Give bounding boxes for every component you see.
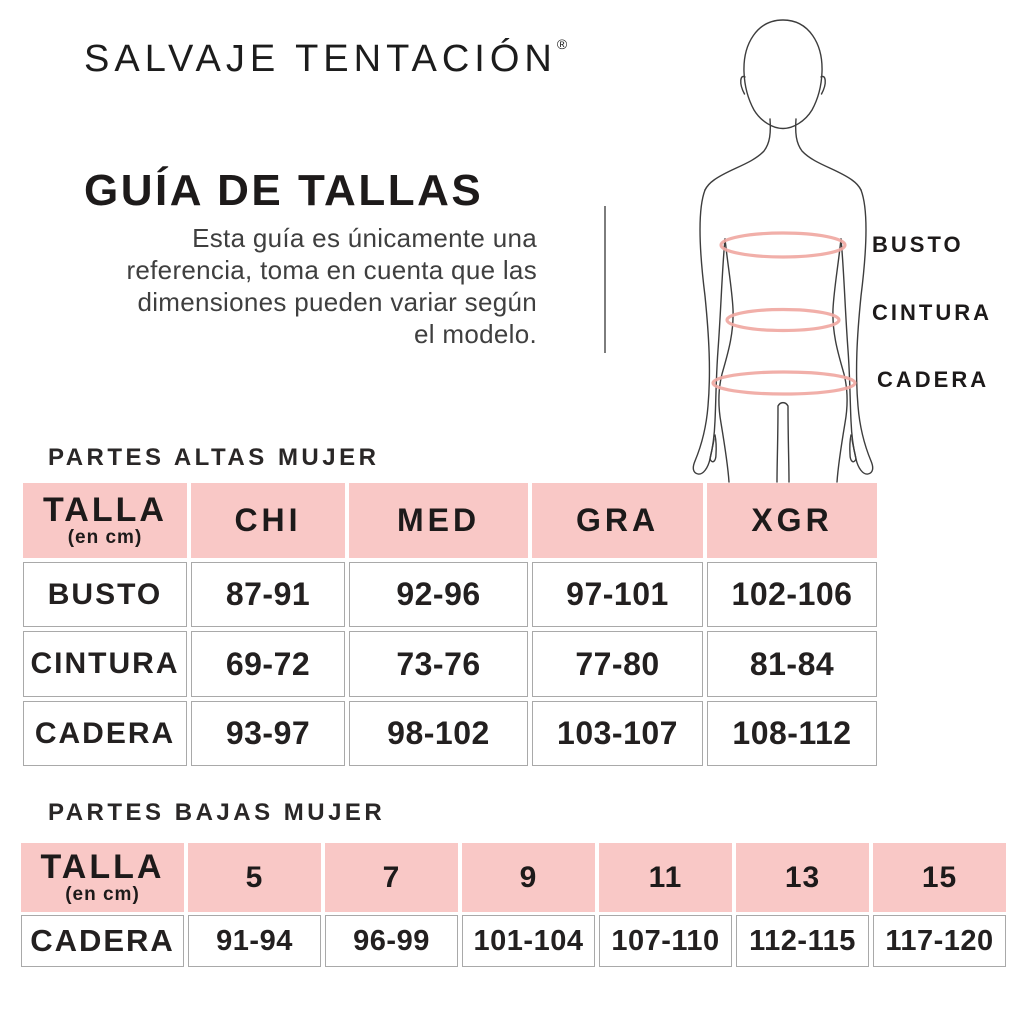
page-title: GUÍA DE TALLAS — [84, 166, 484, 215]
neck-shoulder-left — [704, 118, 772, 191]
tops-size-table: TALLA (en cm) CHI MED GRA XGR BUSTO 87-9… — [23, 483, 877, 766]
brand-logo: SALVAJE TENTACIÓN® — [84, 36, 567, 81]
table-cell: 112-115 — [736, 915, 869, 967]
female-body-outline-illustration — [692, 19, 874, 483]
table-cell: 77-80 — [532, 631, 703, 697]
bottoms-header-size-9: 9 — [462, 843, 595, 912]
figure-label-busto: BUSTO — [872, 232, 964, 257]
table-cell: 103-107 — [532, 701, 703, 766]
table-cell: 87-91 — [191, 562, 345, 627]
arm-right-inner — [840, 238, 857, 460]
figure-label-cintura: CINTURA — [872, 300, 992, 325]
table-cell: 117-120 — [873, 915, 1006, 967]
torso-left-outline — [718, 238, 734, 483]
table-cell: 92-96 — [349, 562, 528, 627]
hand-right-thumb — [849, 434, 857, 463]
table-cell: 97-101 — [532, 562, 703, 627]
table-cell: 108-112 — [707, 701, 877, 766]
registered-trademark-icon: ® — [556, 36, 568, 52]
tops-header-size-gra: GRA — [532, 483, 703, 558]
talla-unit-label: (en cm) — [65, 883, 140, 905]
head-outline — [743, 19, 823, 130]
talla-label: TALLA — [43, 490, 167, 529]
legs-inner-outline — [776, 401, 790, 483]
bottoms-header-size-15: 15 — [873, 843, 1006, 912]
table-cell: 102-106 — [707, 562, 877, 627]
table-cell: 73-76 — [349, 631, 528, 697]
table-cell: 96-99 — [325, 915, 458, 967]
arm-left-outline — [692, 189, 715, 475]
talla-unit-label: (en cm) — [67, 526, 143, 548]
bottoms-header-size-11: 11 — [599, 843, 732, 912]
tops-header-size-chi: CHI — [191, 483, 345, 558]
intro-description: Esta guía es únicamente una referencia, … — [60, 222, 537, 350]
table-cell: 81-84 — [707, 631, 877, 697]
table-cell: 98-102 — [349, 701, 528, 766]
bust-measure-line — [719, 231, 847, 259]
hand-left-thumb — [709, 434, 717, 463]
tops-header-size-med: MED — [349, 483, 528, 558]
arm-right-outline — [851, 189, 874, 475]
intro-description-line: el modelo. — [414, 319, 537, 349]
bottoms-header-size-13: 13 — [736, 843, 869, 912]
ear-outline — [820, 75, 826, 95]
table-cell: 69-72 — [191, 631, 345, 697]
tops-table-title: PARTES ALTAS MUJER — [48, 444, 380, 471]
bottoms-header-size-7: 7 — [325, 843, 458, 912]
arm-left-inner — [709, 238, 726, 460]
table-cell: 91-94 — [188, 915, 321, 967]
bottoms-table-title: PARTES BAJAS MUJER — [48, 799, 386, 826]
ear-outline — [740, 75, 746, 95]
figure-label-cadera: CADERA — [877, 367, 990, 392]
bottoms-size-table: TALLA (en cm) 5 7 9 11 13 15 CADERA 91-9… — [21, 843, 1006, 967]
bottoms-header-talla: TALLA (en cm) — [21, 843, 184, 912]
table-cell: 101-104 — [462, 915, 595, 967]
hip-measure-line — [711, 370, 857, 396]
tops-header-talla: TALLA (en cm) — [23, 483, 187, 558]
tops-header-size-xgr: XGR — [707, 483, 877, 558]
tops-row-label-cintura: CINTURA — [23, 631, 187, 697]
neck-shoulder-right — [794, 118, 862, 191]
brand-name: SALVAJE TENTACIÓN — [84, 38, 557, 80]
tops-row-label-cadera: CADERA — [23, 701, 187, 766]
intro-description-line: dimensiones pueden variar según — [137, 287, 537, 317]
table-cell: 93-97 — [191, 701, 345, 766]
talla-label: TALLA — [40, 847, 165, 886]
intro-description-line: Esta guía es únicamente una — [192, 223, 537, 253]
bottoms-header-size-5: 5 — [188, 843, 321, 912]
table-cell: 107-110 — [599, 915, 732, 967]
vertical-divider — [604, 206, 606, 353]
waist-measure-line — [725, 307, 841, 333]
intro-description-line: referencia, toma en cuenta que las — [126, 255, 537, 285]
bottoms-row-label-cadera: CADERA — [21, 915, 184, 967]
torso-right-outline — [832, 238, 848, 483]
tops-row-label-busto: BUSTO — [23, 562, 187, 627]
